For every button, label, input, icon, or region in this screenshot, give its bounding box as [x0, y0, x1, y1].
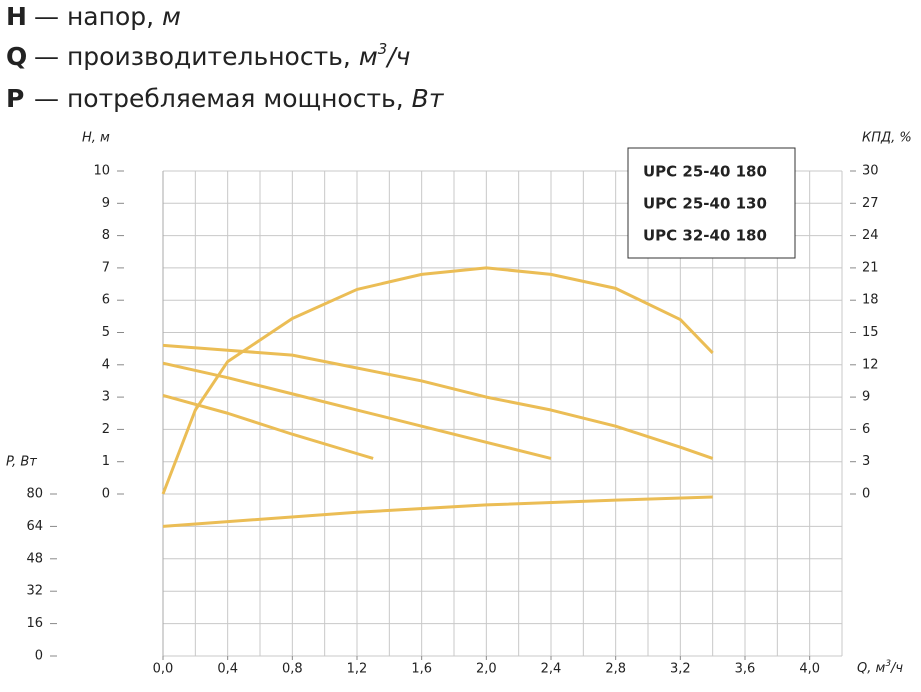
legend-label: UPC 25-40 180 [643, 163, 767, 181]
x-axis-label: Q, м3/ч [857, 659, 903, 676]
x-tick-label: 4,0 [799, 662, 820, 677]
legend-label: UPC 25-40 130 [643, 195, 767, 213]
y-tick-label: 0 [102, 487, 110, 502]
y-tick-label: 3 [102, 390, 110, 405]
legend-label: UPC 32-40 180 [643, 227, 767, 245]
x-tick-label: 0,0 [153, 662, 174, 677]
y2-tick-label: 9 [862, 390, 870, 405]
y3-tick-label: 48 [26, 551, 43, 566]
y-tick-label: 8 [102, 228, 110, 243]
y-tick-label: 2 [102, 422, 110, 437]
curve [161, 266, 714, 495]
unit: Вт [412, 84, 445, 113]
x-tick-label: 0,8 [282, 662, 303, 677]
x-tick-label: 1,2 [347, 662, 368, 677]
curve [162, 495, 713, 528]
curve [162, 343, 714, 460]
y3-tick-label: 16 [26, 616, 43, 631]
y3-tick-label: 64 [26, 519, 43, 534]
header-line: Q — производительность, м3/ч [6, 40, 410, 72]
x-tick-label: 0,4 [217, 662, 238, 677]
y-tick-label: 10 [93, 164, 110, 179]
curve [162, 394, 374, 460]
header-line: P — потребляемая мощность, Вт [6, 84, 445, 113]
y2-tick-label: 21 [862, 260, 879, 275]
y3-axis-label: P, Вт [6, 455, 37, 470]
x-label-part: /ч [890, 661, 903, 676]
text: — потребляемая мощность, [34, 84, 404, 113]
x-tick-label: 2,8 [605, 662, 626, 677]
x-label-part: 3 [885, 659, 891, 669]
y2-tick-label: 24 [862, 228, 879, 243]
y2-tick-label: 12 [862, 357, 879, 372]
y2-tick-label: 6 [862, 422, 870, 437]
y2-tick-label: 15 [862, 325, 879, 340]
y2-tick-label: 0 [862, 487, 870, 502]
y-tick-label: 9 [102, 196, 110, 211]
y2-tick-label: 3 [862, 454, 870, 469]
symbol: H [6, 2, 27, 31]
unit: 3 [378, 40, 388, 58]
y2-tick-label: 30 [862, 164, 879, 179]
y3-tick-label: 0 [35, 649, 43, 664]
x-tick-label: 2,0 [476, 662, 497, 677]
y2-axis-label: КПД, % [862, 131, 912, 146]
unit: м [359, 42, 378, 71]
x-tick-label: 3,2 [670, 662, 691, 677]
unit: м [162, 2, 181, 31]
unit: /ч [385, 42, 410, 71]
x-tick-label: 3,6 [735, 662, 756, 677]
header-line: H — напор, м [6, 2, 181, 31]
y-tick-label: 5 [102, 325, 110, 340]
y2-tick-label: 27 [862, 196, 879, 211]
y-axis-label: H, м [82, 131, 110, 146]
x-tick-label: 1,6 [411, 662, 432, 677]
symbol: P [6, 84, 24, 113]
legend-box [627, 147, 796, 259]
y3-tick-label: 32 [26, 584, 43, 599]
y-tick-label: 1 [102, 454, 110, 469]
x-tick-label: 2,4 [541, 662, 562, 677]
y-tick-label: 6 [102, 293, 110, 308]
y-tick-label: 4 [102, 357, 110, 372]
y2-tick-label: 18 [862, 293, 879, 308]
symbol: Q [6, 42, 27, 71]
text: — напор, [34, 2, 154, 31]
text: — производительность, [34, 42, 351, 71]
x-label-part: Q, м [857, 661, 885, 676]
curve [162, 361, 552, 460]
y-tick-label: 7 [102, 260, 110, 275]
y3-tick-label: 80 [26, 487, 43, 502]
